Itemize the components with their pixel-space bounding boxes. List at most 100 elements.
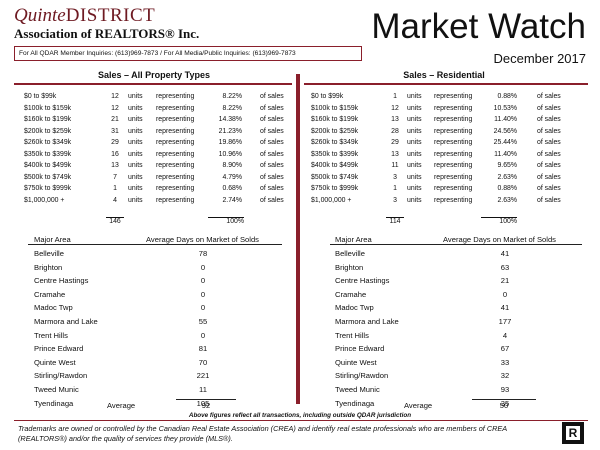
days-row: Prince Edward 67 bbox=[335, 343, 582, 357]
price-range: $500k to $749k bbox=[24, 173, 72, 181]
total-count-rule bbox=[106, 217, 124, 218]
logo-name: QuinteDISTRICT bbox=[14, 6, 244, 26]
unit-count: 13 bbox=[391, 116, 399, 123]
price-range: $400k to $499k bbox=[311, 162, 359, 169]
price-range: $350k to $399k bbox=[24, 150, 72, 158]
major-area-header: Major Area bbox=[335, 235, 372, 244]
units-label: units bbox=[128, 173, 143, 181]
of-sales-label: of sales bbox=[260, 173, 284, 181]
residential-days-table: Major Area Average Days on Market of Sol… bbox=[335, 235, 582, 411]
average-label: Average bbox=[107, 401, 136, 410]
percent-of-sales: 2.74% bbox=[222, 196, 242, 204]
days-row: Madoc Twp 41 bbox=[335, 302, 582, 316]
days-row: Centre Hastings 0 bbox=[34, 275, 282, 289]
of-sales-label: of sales bbox=[260, 150, 284, 158]
major-area: Cramahe bbox=[335, 289, 367, 299]
all-property-title: Sales – All Property Types bbox=[97, 70, 211, 80]
unit-count: 29 bbox=[391, 139, 399, 146]
of-sales-label: of sales bbox=[260, 162, 284, 169]
price-range: $350k to $399k bbox=[311, 150, 359, 158]
divider-right bbox=[304, 83, 588, 85]
major-area-header: Major Area bbox=[34, 235, 71, 244]
major-area: Brighton bbox=[335, 262, 364, 272]
representing-label: representing bbox=[434, 116, 473, 123]
unit-count: 28 bbox=[391, 127, 399, 135]
percent-of-sales: 9.65% bbox=[497, 162, 517, 169]
realtor-logo-letter: R bbox=[566, 426, 580, 440]
trademark-text: Trademarks are owned or controlled by th… bbox=[18, 424, 507, 443]
units-label: units bbox=[128, 185, 143, 192]
percent-of-sales: 8.22% bbox=[222, 93, 242, 100]
logo-district: DISTRICT bbox=[65, 5, 156, 26]
of-sales-label: of sales bbox=[260, 104, 284, 112]
units-label: units bbox=[128, 116, 143, 123]
units-label: units bbox=[128, 150, 143, 158]
days-row: Cramahe 0 bbox=[34, 289, 282, 303]
major-area: Belleville bbox=[335, 249, 365, 258]
representing-label: representing bbox=[156, 173, 195, 181]
avg-days-value: 177 bbox=[498, 316, 512, 326]
major-area: Stirling/Rawdon bbox=[335, 371, 389, 381]
unit-count: 13 bbox=[111, 162, 119, 169]
of-sales-label: of sales bbox=[537, 150, 561, 158]
logo-quinte: Quinte bbox=[14, 5, 66, 26]
representing-label: representing bbox=[156, 196, 195, 204]
avg-days-value: 33 bbox=[500, 357, 510, 367]
days-row: Tweed Munic 11 bbox=[34, 384, 282, 398]
units-label: units bbox=[128, 93, 143, 100]
avg-days-value: 21 bbox=[500, 276, 510, 286]
of-sales-label: of sales bbox=[260, 196, 284, 204]
avg-days-value: 93 bbox=[500, 384, 510, 394]
major-area: Cramahe bbox=[34, 289, 66, 299]
unit-count: 1 bbox=[113, 185, 117, 192]
representing-label: representing bbox=[434, 93, 473, 100]
major-area: Centre Hastings bbox=[34, 276, 89, 286]
of-sales-label: of sales bbox=[537, 185, 561, 192]
page-title: Market Watch bbox=[371, 7, 586, 46]
avg-days-value: 70 bbox=[198, 357, 208, 367]
avg-days-value: 81 bbox=[198, 344, 208, 354]
units-label: units bbox=[407, 139, 422, 146]
representing-label: representing bbox=[434, 162, 473, 169]
units-label: units bbox=[128, 139, 143, 146]
of-sales-label: of sales bbox=[537, 173, 561, 181]
units-label: units bbox=[407, 150, 422, 158]
residential-total-count: 114 bbox=[389, 218, 401, 225]
units-label: units bbox=[407, 185, 422, 192]
unit-count: 4 bbox=[113, 196, 117, 204]
column-separator bbox=[296, 74, 300, 404]
price-range: $100k to $159k bbox=[311, 104, 359, 112]
days-row: Tyendinaga 35 bbox=[335, 398, 582, 412]
of-sales-label: of sales bbox=[260, 139, 284, 146]
units-label: units bbox=[407, 196, 422, 204]
units-label: units bbox=[407, 116, 422, 123]
average-value: 92 bbox=[201, 401, 211, 410]
avg-days-value: 0 bbox=[200, 276, 206, 286]
qdar-logo: QuinteDISTRICT Association of REALTORS® … bbox=[14, 6, 244, 42]
percent-of-sales: 11.40% bbox=[494, 150, 517, 158]
total-pct-rule bbox=[481, 217, 517, 218]
days-header-rule bbox=[28, 244, 282, 245]
avg-days-value: 105 bbox=[196, 398, 210, 408]
of-sales-label: of sales bbox=[537, 127, 561, 135]
percent-of-sales: 10.53% bbox=[493, 104, 517, 112]
percent-of-sales: 2.63% bbox=[497, 173, 517, 181]
price-range: $200k to $259k bbox=[24, 127, 72, 135]
major-area: Centre Hastings bbox=[335, 276, 390, 286]
units-label: units bbox=[128, 196, 143, 204]
units-label: units bbox=[407, 127, 422, 135]
major-area: Madoc Twp bbox=[335, 303, 374, 313]
days-header: Major Area Average Days on Market of Sol… bbox=[34, 235, 282, 245]
representing-label: representing bbox=[434, 185, 473, 192]
days-row: Stirling/Rawdon 221 bbox=[34, 370, 282, 384]
days-rows: Belleville 41 Brighton 63 Centre Hastings 21 C… bbox=[335, 248, 582, 411]
avg-days-value: 4 bbox=[502, 330, 508, 340]
unit-count: 16 bbox=[111, 150, 119, 158]
major-area: Brighton bbox=[34, 262, 63, 272]
unit-count: 1 bbox=[393, 93, 397, 100]
representing-label: representing bbox=[156, 185, 195, 192]
unit-count: 3 bbox=[393, 173, 397, 181]
major-area: Prince Edward bbox=[335, 344, 385, 354]
major-area: Tweed Munic bbox=[335, 384, 380, 394]
units-label: units bbox=[128, 127, 143, 135]
